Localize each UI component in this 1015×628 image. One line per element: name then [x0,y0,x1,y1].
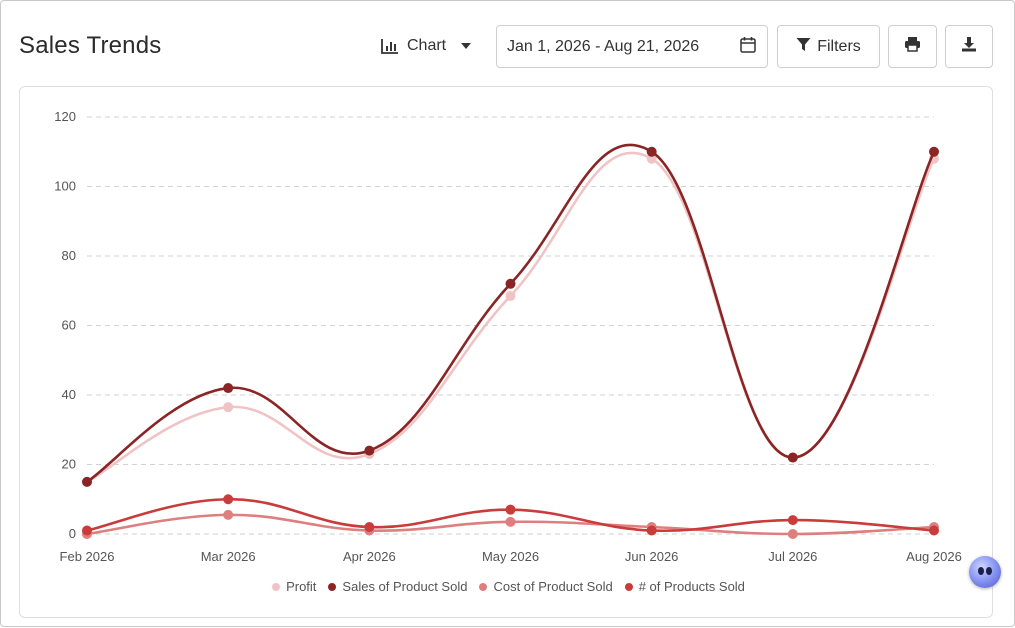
data-point [787,529,798,539]
legend-item[interactable]: Profit [272,579,316,594]
x-tick-label: May 2026 [482,549,539,564]
funnel-icon [796,37,811,57]
data-point [505,290,516,301]
data-point [505,278,516,289]
legend-label: # of Products Sold [638,579,745,594]
legend-swatch [479,582,488,591]
y-tick-label: 120 [54,109,76,124]
data-point [223,509,234,520]
legend-label: Cost of Product Sold [493,579,613,594]
data-point [929,525,939,536]
assistant-eye-left [978,567,984,575]
series-line-1 [86,143,936,483]
x-tick-label: Jul 2026 [768,549,817,564]
date-range-picker[interactable]: Jan 1, 2026 - Aug 21, 2026 [496,25,768,68]
assistant-eye-right [986,567,992,575]
download-button[interactable] [945,25,993,68]
y-tick-label: 20 [62,457,76,472]
bar-chart-icon [381,38,399,54]
data-point [505,516,516,527]
data-point [646,525,657,536]
printer-icon [904,36,921,57]
assistant-bot-icon[interactable] [969,556,1001,588]
chart-view-dropdown[interactable]: Chart [381,31,472,61]
legend-swatch [624,582,633,591]
caret-down-icon [460,42,472,50]
date-range-value: Jan 1, 2026 - Aug 21, 2026 [507,37,700,55]
data-point [787,452,798,463]
data-point [364,522,375,533]
legend-label: Sales of Product Sold [342,579,468,594]
data-point [82,476,92,487]
data-point [646,153,657,164]
filters-button[interactable]: Filters [777,25,880,68]
page-title: Sales Trends [19,32,162,59]
calendar-icon [740,36,756,58]
x-tick-label: Jun 2026 [625,549,679,564]
y-tick-label: 100 [54,179,76,194]
view-label: Chart [407,37,447,54]
y-tick-label: 80 [62,248,76,263]
data-point [223,402,234,413]
x-tick-label: Aug 2026 [906,549,962,564]
series-line-0 [86,151,936,484]
x-tick-label: Feb 2026 [60,549,115,564]
data-point [223,383,234,394]
data-point [223,494,234,505]
legend-item[interactable]: Sales of Product Sold [328,579,467,594]
y-tick-label: 40 [62,387,76,402]
x-tick-label: Apr 2026 [343,549,396,564]
chart-panel [19,86,993,618]
download-icon [961,36,977,57]
legend-label: Profit [286,579,317,594]
legend-swatch [328,582,337,591]
x-tick-label: Mar 2026 [201,549,256,564]
legend-item[interactable]: # of Products Sold [624,579,745,594]
legend-swatch [272,582,281,591]
chart-legend: Profit Sales of Product Sold Cost of Produ… [1,579,1015,594]
y-tick-label: 60 [62,318,76,333]
print-button[interactable] [888,25,937,68]
data-point [505,504,516,515]
data-point [929,146,939,157]
legend-item[interactable]: Cost of Product Sold [479,579,613,594]
filters-label: Filters [817,37,861,55]
data-point [787,515,798,526]
data-point [646,146,657,157]
y-tick-label: 0 [69,526,76,541]
data-point [82,525,92,536]
data-point [364,445,375,456]
